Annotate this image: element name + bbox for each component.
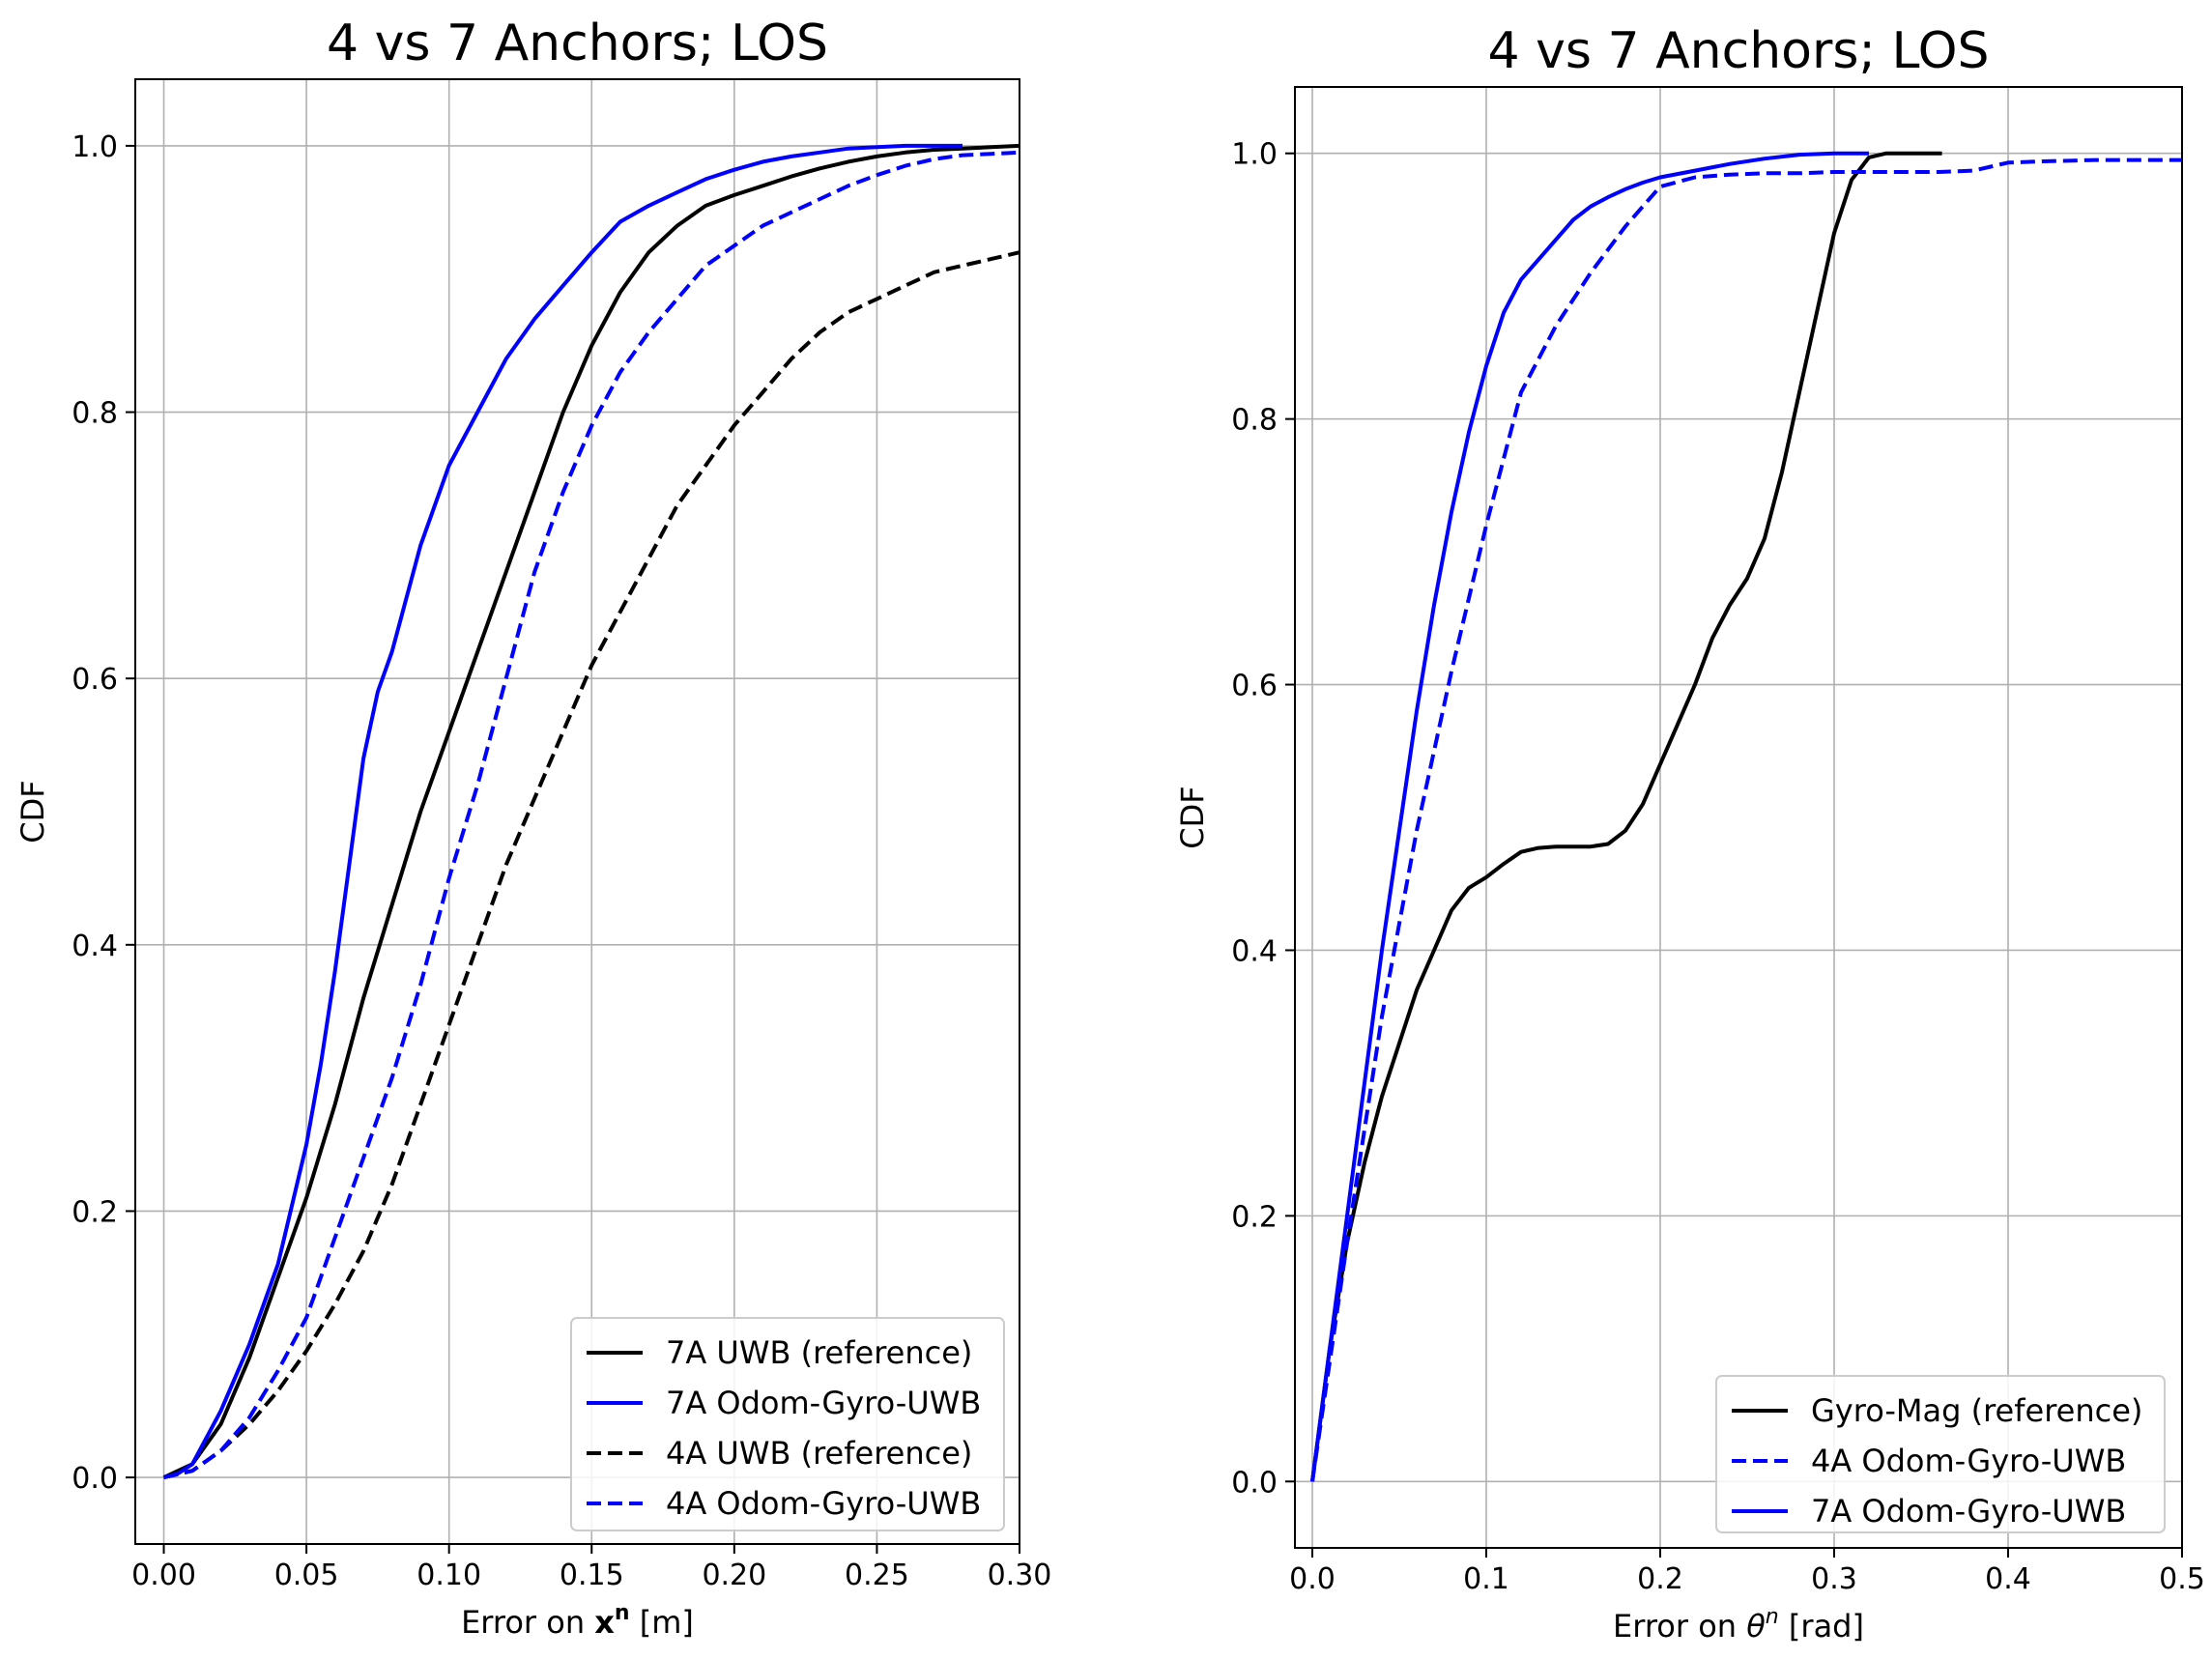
x-tick-label: 0.20 bbox=[702, 1559, 766, 1592]
legend-label-2: 4A Odom-Gyro-UWB bbox=[1811, 1443, 2126, 1479]
y-tick-label: 0.2 bbox=[1231, 1200, 1278, 1234]
legend-label-1: Gyro-Mag (reference) bbox=[1811, 1392, 2142, 1429]
y-tick-label: 0.6 bbox=[72, 663, 118, 697]
series-line-2 bbox=[162, 143, 962, 1480]
series-line-3 bbox=[1310, 151, 1869, 1482]
y-tick-label: 0.4 bbox=[72, 930, 118, 963]
chart-1: 0.00 0.05 0.10 0.15 0.20 0.25 0.30 0.0 0.2 0.4 0.6… bbox=[14, 14, 1051, 1641]
x-tick-label: 0.3 bbox=[1811, 1562, 1857, 1596]
chart-title: 4 vs 7 Anchors; LOS bbox=[1487, 22, 1989, 80]
legend-label-1: 7A UWB (reference) bbox=[666, 1334, 972, 1371]
x-tick-label: 0.4 bbox=[1985, 1562, 2031, 1596]
series-line-1 bbox=[1310, 151, 1942, 1482]
series-line-1 bbox=[162, 143, 1020, 1479]
x-tick-label: 0.25 bbox=[845, 1559, 909, 1592]
y-tick-label: 0.0 bbox=[1231, 1466, 1278, 1500]
legend-box bbox=[1715, 1375, 2166, 1533]
legend-box bbox=[570, 1317, 1005, 1531]
y-tick-label: 0.2 bbox=[72, 1195, 118, 1229]
y-tick-label: 0.0 bbox=[72, 1462, 118, 1496]
y-tick-label: 0.6 bbox=[1231, 670, 1278, 703]
gridlines bbox=[1295, 87, 2183, 1548]
legend-label-2: 7A Odom-Gyro-UWB bbox=[666, 1385, 981, 1421]
x-tick-label: 0.2 bbox=[1637, 1562, 1683, 1596]
y-tick-label: 1.0 bbox=[72, 130, 118, 164]
legend: 7A UWB (reference) 7A Odom-Gyro-UWB 4A UWB… bbox=[570, 1317, 1005, 1531]
series-line-4 bbox=[163, 150, 1020, 1480]
x-tick-label: 0.5 bbox=[2159, 1562, 2205, 1596]
series-lines bbox=[1310, 151, 2182, 1482]
y-tick-label: 1.0 bbox=[1231, 138, 1278, 172]
x-tick-label: 0.00 bbox=[131, 1559, 196, 1592]
legend-label-3: 7A Odom-Gyro-UWB bbox=[1811, 1493, 2126, 1530]
y-tick-label: 0.8 bbox=[72, 397, 118, 431]
x-tick-label: 0.30 bbox=[988, 1559, 1052, 1592]
series-line-2 bbox=[1310, 157, 2182, 1482]
legend-label-4: 4A Odom-Gyro-UWB bbox=[666, 1485, 981, 1522]
x-tick-label: 0.1 bbox=[1463, 1562, 1509, 1596]
chart-2: 0.0 0.1 0.2 0.3 0.4 0.5 0.0 0.2 0.4 0.6 0.8 1.0 4 vs… bbox=[1174, 22, 2205, 1645]
x-axis-label: Error on θn [rad] bbox=[1613, 1605, 1864, 1645]
series-line-3 bbox=[163, 250, 1020, 1480]
axes-frame bbox=[134, 78, 1020, 1545]
y-tick-label: 0.4 bbox=[1231, 934, 1278, 968]
y-axis-label: CDF bbox=[14, 780, 51, 843]
y-tick-label: 0.8 bbox=[1231, 404, 1278, 438]
legend-label-3: 4A UWB (reference) bbox=[666, 1435, 972, 1472]
x-tick-label: 0.10 bbox=[417, 1559, 481, 1592]
x-tick-label: 0.05 bbox=[274, 1559, 339, 1592]
x-tick-label: 0.0 bbox=[1289, 1562, 1336, 1596]
x-axis-label: Error on xn [m] bbox=[461, 1601, 694, 1641]
legend: Gyro-Mag (reference) 4A Odom-Gyro-UWB 7A O… bbox=[1715, 1375, 2166, 1533]
chart-title: 4 vs 7 Anchors; LOS bbox=[327, 14, 828, 72]
axes-frame bbox=[1294, 86, 2183, 1549]
series-lines bbox=[162, 143, 1020, 1480]
x-tick-label: 0.15 bbox=[560, 1559, 624, 1592]
y-axis-label: CDF bbox=[1174, 786, 1211, 848]
